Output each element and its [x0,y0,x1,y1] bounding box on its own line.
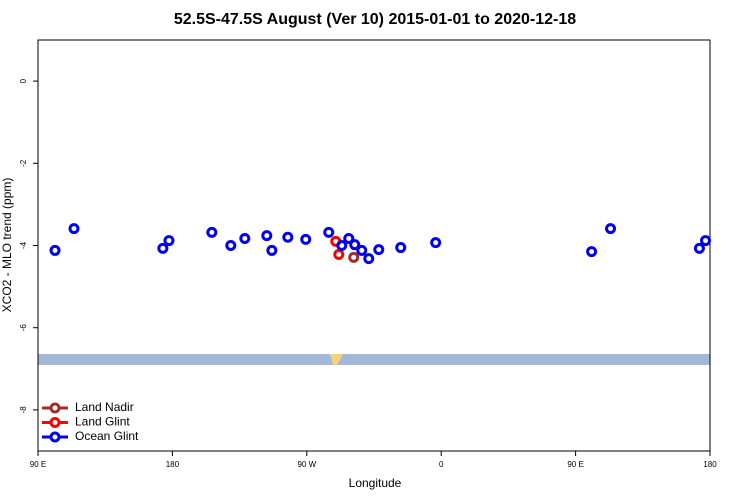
point [343,233,355,245]
x-tick-label: 180 [166,460,180,469]
legend-label: Land Glint [75,415,130,429]
point [266,244,278,256]
point [157,242,169,254]
legend-marker [49,402,61,414]
point [373,244,385,256]
legend-marker [49,417,61,428]
x-tick-label: 90 E [567,460,583,469]
x-axis-label: Longitude [349,476,402,490]
map-strip [38,354,710,365]
point [282,231,294,243]
x-tick-label: 90 E [30,460,46,469]
x-tick-label: 0 [439,460,444,469]
point [300,233,312,245]
point [323,226,335,238]
point [68,223,80,235]
x-tick-label: 180 [703,460,717,469]
point [693,242,705,254]
point [586,246,598,258]
point [395,242,407,254]
point [333,249,345,261]
y-tick-label: -4 [19,241,28,249]
point [163,235,175,247]
y-tick-label: -8 [19,406,28,414]
legend-marker [49,431,61,443]
point [336,240,348,251]
ocean-strip [38,354,710,365]
point [605,223,617,235]
land-patch [330,354,343,365]
y-tick-label: 0 [19,78,28,83]
point [363,253,375,265]
point [225,240,237,251]
y-tick-label: -6 [19,324,28,332]
point [430,237,442,249]
point [356,244,368,256]
legend-label: Ocean Glint [75,429,139,443]
point [239,233,251,245]
point [49,244,61,256]
y-tick-label: -2 [19,159,28,167]
point [206,226,218,238]
point [348,251,360,263]
point [261,230,273,242]
legend-label: Land Nadir [75,400,134,414]
chart-title: 52.5S-47.5S August (Ver 10) 2015-01-01 t… [174,11,576,28]
y-axis-label: XCO2 - MLO trend (ppm) [0,178,14,313]
x-tick-label: 90 W [297,460,316,469]
plot-frame [37,39,711,452]
point [700,235,712,247]
point [349,239,361,251]
